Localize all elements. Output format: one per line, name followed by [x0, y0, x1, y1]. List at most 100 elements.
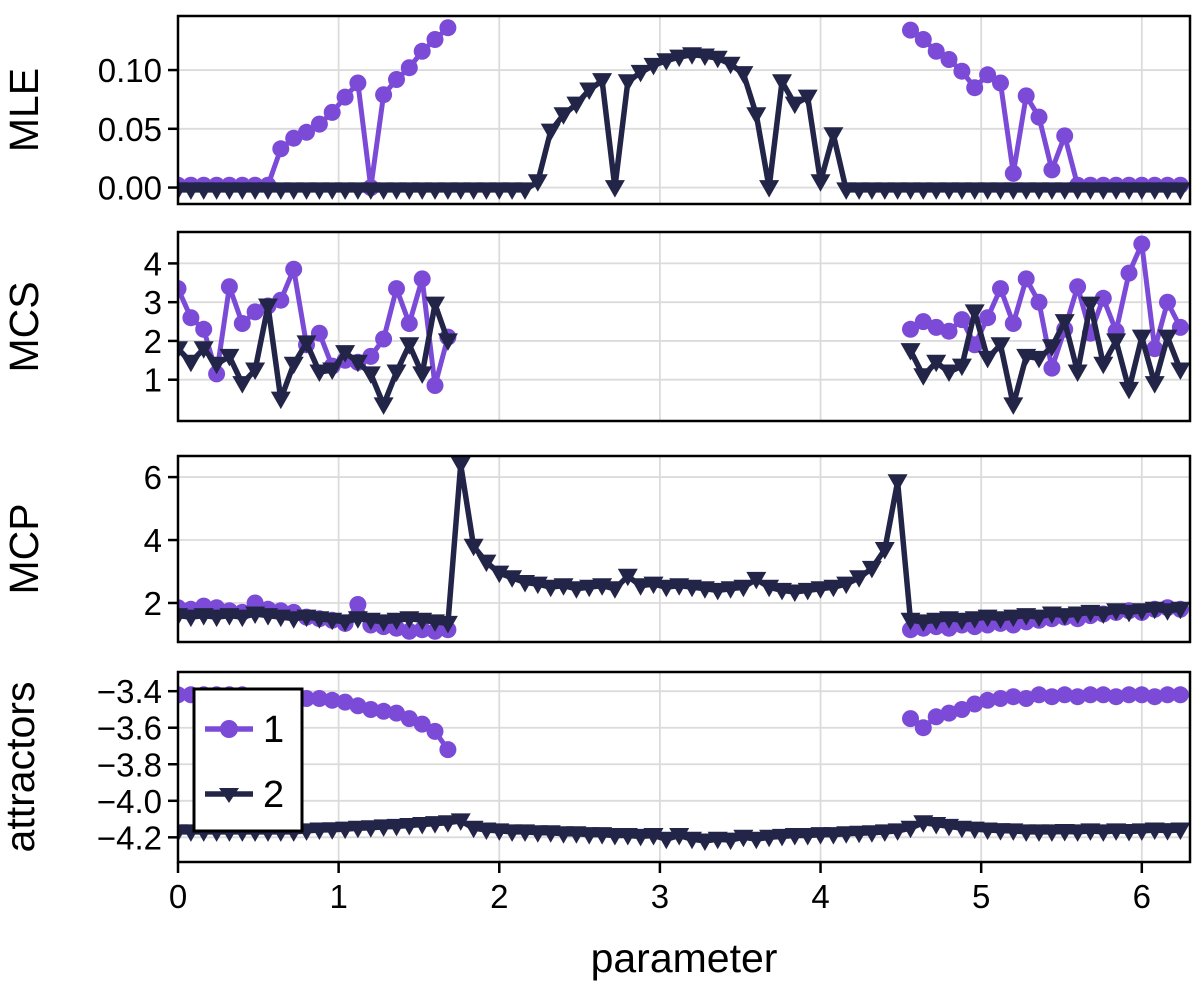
series-1-marker	[1146, 688, 1164, 706]
series-2-marker	[900, 343, 921, 361]
series-2-marker	[772, 828, 792, 847]
series-1-marker	[195, 320, 213, 338]
series-2-marker	[399, 182, 420, 200]
series-2-marker	[270, 391, 291, 410]
y-tick-label: −3.4	[97, 673, 162, 710]
series-2-marker	[913, 182, 934, 200]
panel-frame	[176, 14, 1192, 206]
y-tick-label: −4.0	[97, 783, 162, 820]
series-2-marker	[1054, 314, 1075, 332]
series-1-marker	[1146, 340, 1164, 358]
series-1-marker	[1120, 686, 1138, 704]
series-2-marker	[232, 376, 253, 394]
series-2-marker	[1131, 182, 1152, 200]
series-2-marker	[245, 362, 266, 380]
series-2-marker	[733, 579, 754, 598]
y-tick-label: 0.05	[98, 111, 162, 148]
series-2-marker	[592, 73, 613, 91]
series-1-marker	[992, 280, 1009, 298]
series-2-marker	[1131, 823, 1152, 841]
series-2-marker	[425, 296, 445, 315]
series-1-marker	[413, 270, 431, 288]
series-1-marker	[388, 71, 405, 88]
series-1-marker	[1133, 686, 1151, 704]
series-2-marker	[617, 74, 638, 92]
series-2-marker	[643, 57, 664, 76]
series-1-marker	[323, 103, 341, 121]
series-2-marker	[502, 824, 523, 842]
series-2-marker	[425, 182, 445, 200]
series-2-marker	[502, 182, 523, 200]
series-2-marker	[463, 182, 484, 200]
x-tick-label: 6	[1133, 878, 1151, 915]
series-2-marker	[1119, 824, 1139, 842]
series-2-marker	[1170, 362, 1190, 380]
series-2-marker	[373, 819, 394, 837]
series-2-marker	[939, 364, 959, 382]
series-1-marker	[439, 19, 457, 37]
series-2-marker	[759, 180, 780, 198]
series-2-marker	[759, 829, 780, 848]
series-2-marker	[322, 182, 343, 200]
series-1-marker	[220, 278, 238, 296]
series-2-marker	[540, 123, 561, 142]
series-2-marker	[784, 828, 805, 846]
series-1-marker	[285, 260, 303, 278]
series-1-marker	[285, 129, 303, 147]
series-2-marker	[489, 182, 510, 200]
series-1-marker	[1094, 289, 1112, 307]
series-1-marker	[400, 59, 418, 77]
series-2-marker	[874, 182, 895, 200]
series-2-marker	[656, 53, 677, 71]
series-2-marker	[861, 825, 882, 843]
series-2-marker	[283, 182, 304, 200]
y-tick-label: 4	[144, 245, 162, 282]
series-2-marker	[720, 56, 741, 75]
series-1-marker	[426, 31, 444, 48]
series-1-marker	[914, 719, 932, 737]
series-1-marker	[439, 741, 457, 759]
series-1-marker	[992, 690, 1009, 707]
series-2-marker	[797, 828, 818, 846]
series-2-marker	[951, 182, 972, 200]
series-2-marker	[399, 337, 420, 355]
series-1-marker	[1107, 688, 1125, 706]
series-2-marker	[373, 397, 394, 415]
series-1-marker	[1081, 686, 1099, 704]
series-2-marker	[990, 823, 1011, 841]
series-2-marker	[322, 822, 343, 840]
series-1-marker	[979, 66, 997, 84]
ylabel-attractors: attractors	[0, 682, 43, 853]
y-tick-label: 3	[144, 284, 162, 321]
axis-labels: MLE MCS MCP attractors parameter	[0, 68, 777, 981]
series-2-marker	[1054, 824, 1075, 842]
series-2-marker	[1131, 603, 1152, 621]
series-2-marker	[219, 348, 240, 367]
series-2-marker	[926, 182, 947, 200]
panel-frame	[176, 670, 1192, 864]
series-2-marker	[926, 354, 947, 373]
series-2-marker	[450, 182, 471, 200]
series-1-marker	[914, 313, 932, 331]
series-1-marker	[1069, 688, 1087, 706]
series-2-marker	[373, 614, 394, 632]
series-1-marker	[323, 691, 341, 709]
series-2-marker	[977, 182, 998, 200]
series-2-marker	[617, 568, 638, 587]
series-1-marker	[272, 291, 290, 309]
series-2-marker	[720, 832, 741, 851]
series-2-marker	[1029, 824, 1049, 842]
series-1-marker	[966, 79, 984, 97]
series-2-marker	[1029, 182, 1049, 200]
series-1-marker	[426, 377, 444, 394]
series-2-marker	[977, 822, 998, 840]
series-2-marker	[579, 82, 600, 100]
series-2-marker	[1157, 329, 1178, 348]
series-2-marker	[193, 341, 214, 359]
series-2-marker	[412, 182, 433, 200]
series-1-marker	[349, 596, 367, 613]
series-2-marker	[1170, 182, 1190, 200]
series-2-marker	[437, 333, 458, 351]
series-1-marker	[1017, 270, 1035, 288]
